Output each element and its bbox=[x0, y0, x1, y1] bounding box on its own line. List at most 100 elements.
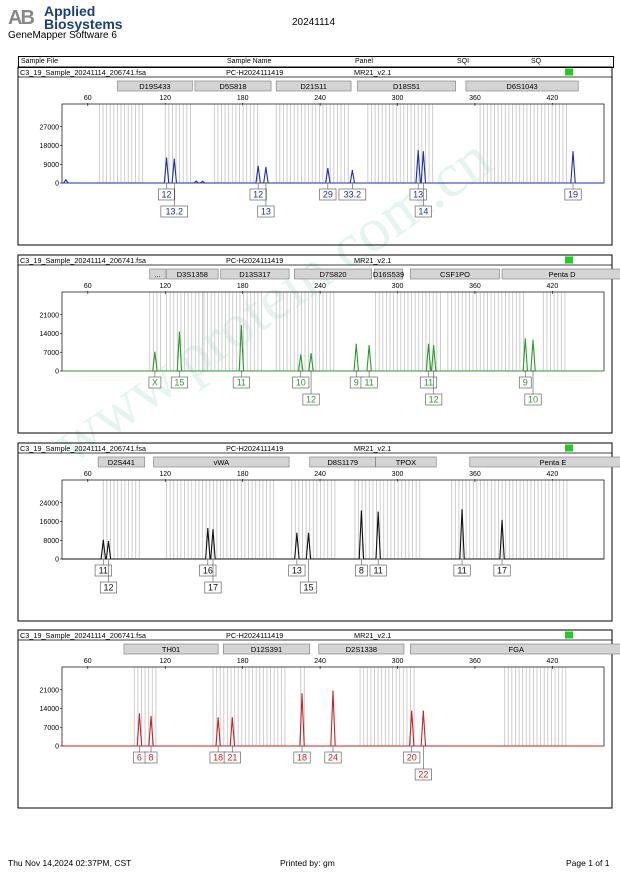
locus-marker bbox=[194, 80, 272, 92]
signal-trace bbox=[62, 509, 604, 560]
allele-call-box bbox=[288, 564, 306, 577]
allele-call-label: 11 bbox=[364, 378, 373, 388]
x-tick-label: 300 bbox=[392, 283, 404, 290]
peak-apex bbox=[307, 532, 310, 534]
locus-marker bbox=[410, 643, 620, 655]
x-tick-label: 180 bbox=[237, 95, 249, 102]
allele-call-box bbox=[425, 393, 443, 406]
allele-call-label: 9 bbox=[523, 378, 528, 388]
allele-call-box bbox=[414, 205, 432, 218]
allele-call-box bbox=[144, 751, 158, 764]
locus-marker bbox=[153, 456, 290, 468]
allele-call-label: 13.2 bbox=[166, 207, 184, 217]
locus-marker bbox=[469, 456, 620, 468]
locus-marker bbox=[275, 80, 352, 92]
footer-printed-by: Printed by: gm bbox=[280, 858, 335, 868]
panel-sample-file: C3_19_Sample_20241114_206741.fsa bbox=[20, 256, 147, 265]
peak-apex bbox=[461, 509, 463, 511]
panel-border bbox=[17, 629, 613, 809]
report-title: 20241114 bbox=[292, 17, 336, 28]
x-tick-label: 120 bbox=[159, 283, 171, 290]
y-tick-label: 18000 bbox=[40, 143, 60, 150]
peak-apex bbox=[178, 331, 181, 333]
allele-call-label: 11 bbox=[373, 566, 382, 576]
x-tick-label: 300 bbox=[392, 658, 404, 665]
allele-call-label: 11 bbox=[457, 566, 466, 576]
allele-call-label: 17 bbox=[497, 566, 507, 576]
allele-call-label: 24 bbox=[328, 753, 338, 763]
peak-apex bbox=[257, 165, 259, 167]
locus-label: D3S1358 bbox=[177, 270, 208, 279]
locus-label: Penta D bbox=[549, 270, 577, 279]
locus-label: Penta E bbox=[540, 458, 567, 467]
peak-apex bbox=[154, 351, 156, 353]
peak-apex bbox=[433, 344, 435, 347]
allele-call-label: 14 bbox=[418, 207, 428, 217]
panel-panel-name: MR21_v2.1 bbox=[354, 444, 391, 453]
allele-call-box bbox=[94, 564, 112, 577]
x-tick-label: 60 bbox=[84, 95, 92, 102]
y-tick-label: 16000 bbox=[40, 519, 60, 526]
allele-call-label: 16 bbox=[203, 566, 213, 576]
allele-call-box bbox=[292, 376, 310, 389]
x-tick-label: 180 bbox=[237, 283, 249, 290]
signal-trace bbox=[62, 150, 604, 184]
allele-call-box bbox=[360, 376, 378, 389]
allele-call-box bbox=[414, 768, 432, 781]
peak-apex bbox=[207, 527, 209, 530]
allele-call-box bbox=[524, 393, 542, 406]
allele-call-label: 12 bbox=[253, 190, 263, 200]
locus-marker bbox=[375, 456, 437, 468]
locus-label: D7S820 bbox=[319, 270, 346, 279]
brand-name: Applied Biosystems bbox=[44, 3, 123, 32]
allele-call-label: 13 bbox=[292, 566, 302, 576]
peak-apex bbox=[360, 510, 362, 512]
panel-sample-name: PC-H2024111419 bbox=[226, 444, 283, 453]
allele-call-box bbox=[232, 376, 250, 389]
panel-panel-name: MR21_v2.1 bbox=[354, 631, 391, 640]
peak-apex bbox=[377, 511, 379, 513]
x-tick-label: 360 bbox=[469, 95, 481, 102]
allele-call-box bbox=[293, 751, 311, 764]
ab-logo-mark: AB bbox=[8, 7, 35, 29]
allele-call-box bbox=[257, 205, 275, 218]
allele-call-box bbox=[160, 205, 189, 218]
x-tick-label: 360 bbox=[469, 471, 481, 478]
allele-call-label: 33.2 bbox=[344, 190, 362, 200]
allele-call-label: 10 bbox=[528, 395, 538, 405]
panel-panel-name: MR21_v2.1 bbox=[354, 256, 391, 265]
allele-call-box bbox=[493, 564, 511, 577]
locus-marker bbox=[220, 268, 290, 280]
locus-marker bbox=[465, 80, 579, 92]
allele-call-label: 10 bbox=[296, 378, 306, 388]
sq-status-badge bbox=[565, 444, 573, 452]
locus-marker bbox=[223, 643, 311, 655]
allele-call-label: 11 bbox=[424, 378, 433, 388]
y-tick-label: 0 bbox=[55, 744, 59, 751]
signal-trace bbox=[62, 691, 604, 747]
locus-label: D18S51 bbox=[393, 82, 420, 91]
panel-sample-file: C3_19_Sample_20241114_206741.fsa bbox=[20, 444, 147, 453]
allele-call-box bbox=[518, 376, 532, 389]
x-tick-label: 420 bbox=[547, 658, 559, 665]
locus-marker bbox=[373, 268, 403, 280]
allele-call-label: 12 bbox=[162, 190, 172, 200]
locus-marker bbox=[410, 268, 500, 280]
x-tick-label: 300 bbox=[392, 471, 404, 478]
allele-call-label: 13 bbox=[413, 190, 423, 200]
peak-apex bbox=[300, 354, 302, 356]
peak-apex bbox=[65, 179, 67, 181]
locus-label: vWA bbox=[214, 458, 230, 467]
allele-call-label: 12 bbox=[103, 583, 113, 593]
panel-green: C3_19_Sample_20241114_206741.fsa PC-H2024… bbox=[17, 254, 620, 434]
peak-apex bbox=[217, 717, 219, 719]
peak-apex bbox=[422, 151, 424, 153]
allele-call-label: 8 bbox=[359, 566, 364, 576]
peak-apex bbox=[173, 158, 175, 160]
x-tick-label: 60 bbox=[84, 283, 92, 290]
y-tick-label: 9000 bbox=[43, 162, 59, 169]
allele-call-label: 12 bbox=[429, 395, 439, 405]
allele-call-box bbox=[148, 376, 162, 389]
plot-frame bbox=[61, 479, 605, 560]
col-sample-name: Sample Name bbox=[227, 58, 272, 65]
